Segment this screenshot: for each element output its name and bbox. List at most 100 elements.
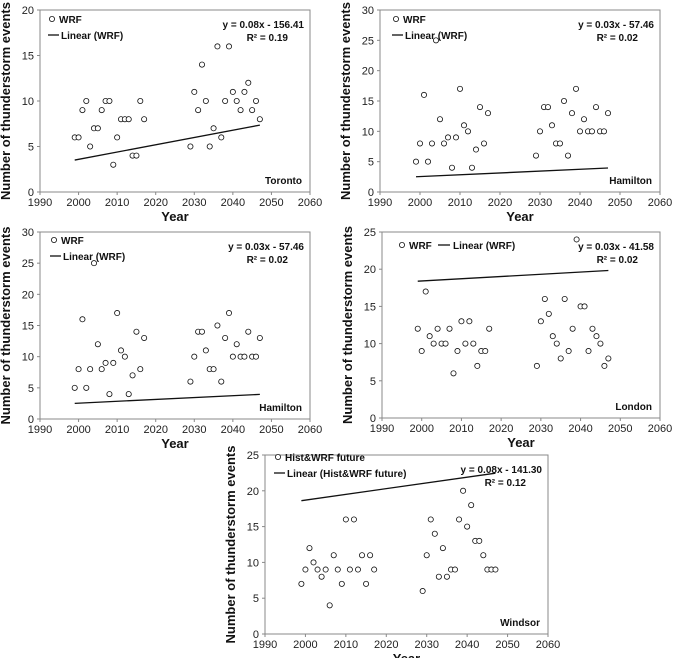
legend-entry: WRF	[409, 241, 432, 252]
x-tick-label: 2030	[182, 197, 206, 209]
data-point	[418, 348, 425, 355]
data-point	[569, 325, 576, 332]
x-tick-label: 2050	[495, 639, 519, 651]
data-point	[214, 322, 221, 329]
trendline	[415, 167, 609, 178]
y-tick-label: 0	[28, 187, 34, 199]
trendline	[74, 124, 260, 161]
data-point	[557, 355, 564, 362]
legend-marker-icon	[51, 236, 58, 243]
data-point	[430, 340, 437, 347]
data-point	[326, 602, 333, 609]
x-tick-label: 2060	[648, 197, 672, 209]
data-point	[346, 566, 353, 573]
trendline	[74, 393, 260, 405]
y-tick-label: 0	[28, 414, 34, 426]
data-point	[137, 98, 144, 105]
data-point	[306, 545, 313, 552]
data-point	[137, 366, 144, 373]
data-point	[359, 552, 366, 559]
x-tick-label: 2040	[221, 424, 245, 436]
data-point	[553, 340, 560, 347]
data-point	[480, 552, 487, 559]
x-tick-label: 2060	[298, 424, 322, 436]
location-label: Hamilton	[609, 176, 652, 187]
data-point	[537, 128, 544, 135]
y-tick-label: 10	[364, 339, 376, 351]
data-point	[480, 140, 487, 147]
data-point	[233, 341, 240, 348]
data-point	[75, 366, 82, 373]
x-tick-label: 2010	[334, 639, 358, 651]
data-point	[310, 559, 317, 566]
data-point	[229, 353, 236, 360]
x-tick-label: 1990	[28, 197, 52, 209]
plot-frame	[381, 231, 661, 419]
data-point	[462, 340, 469, 347]
data-point	[245, 79, 252, 86]
data-point	[601, 362, 608, 369]
data-point	[419, 588, 426, 595]
data-point	[420, 91, 427, 98]
data-point	[106, 98, 113, 105]
y-axis-title: Number of thunderstorm events	[0, 227, 13, 425]
legend-marker-icon	[398, 241, 405, 248]
y-axis-title: Number of thunderstorm events	[340, 226, 355, 424]
data-point	[585, 348, 592, 355]
y-tick-label: 0	[370, 413, 376, 425]
data-point	[573, 236, 580, 243]
data-point	[110, 359, 117, 366]
data-point	[452, 134, 459, 141]
data-point	[565, 348, 572, 355]
legend-entry: Linear (WRF)	[405, 31, 467, 42]
data-point	[605, 355, 612, 362]
x-tick-label: 2030	[414, 639, 438, 651]
data-point	[79, 107, 86, 114]
r-squared: R² = 0.02	[597, 255, 639, 266]
data-point	[252, 353, 259, 360]
data-point	[83, 98, 90, 105]
data-point	[460, 122, 467, 129]
x-tick-label: 2040	[221, 197, 245, 209]
data-point	[71, 384, 78, 391]
data-point	[440, 140, 447, 147]
data-point	[533, 362, 540, 369]
data-point	[416, 140, 423, 147]
y-tick-label: 15	[362, 96, 374, 108]
data-point	[141, 334, 148, 341]
data-point	[464, 128, 471, 135]
data-point	[428, 140, 435, 147]
data-point	[75, 134, 82, 141]
data-point	[206, 143, 213, 150]
data-point	[468, 502, 475, 509]
x-tick-label: 2050	[259, 197, 283, 209]
data-point	[245, 328, 252, 335]
data-point	[191, 88, 198, 95]
data-point	[94, 125, 101, 132]
data-point	[91, 260, 98, 267]
y-tick-label: 5	[368, 157, 374, 169]
legend-entry: WRF	[61, 236, 84, 247]
data-point	[589, 128, 596, 135]
data-point	[198, 61, 205, 68]
location-label: London	[615, 402, 652, 413]
data-point	[434, 325, 441, 332]
data-point	[468, 164, 475, 171]
x-tick-label: 2010	[449, 423, 473, 435]
data-point	[241, 353, 248, 360]
data-point	[601, 128, 608, 135]
trendline	[301, 472, 496, 502]
x-tick-label: 1990	[253, 639, 277, 651]
data-point	[125, 116, 132, 123]
x-tick-label: 2040	[568, 423, 592, 435]
r-squared: R² = 0.19	[247, 33, 289, 44]
y-tick-label: 10	[22, 352, 34, 364]
data-point	[87, 366, 94, 373]
y-tick-label: 15	[364, 301, 376, 313]
data-point	[435, 573, 442, 580]
data-point	[545, 104, 552, 111]
data-point	[256, 116, 263, 123]
y-tick-label: 15	[22, 321, 34, 333]
y-tick-label: 5	[253, 593, 259, 605]
y-tick-label: 5	[370, 376, 376, 388]
